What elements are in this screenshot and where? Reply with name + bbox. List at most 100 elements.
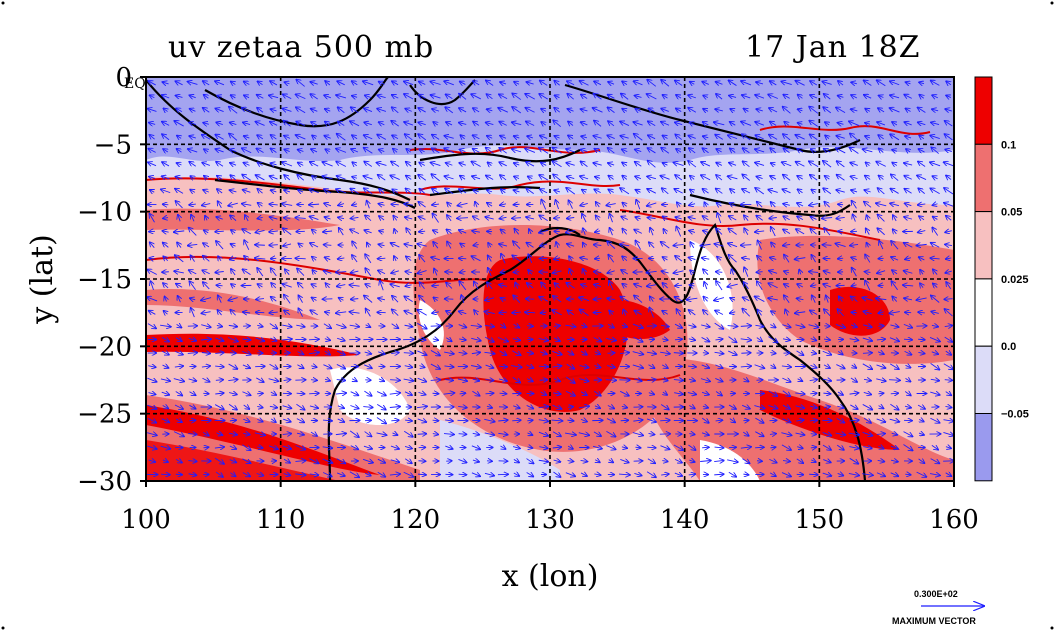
wind-vector bbox=[364, 108, 373, 111]
wind-vector bbox=[352, 135, 358, 139]
wind-vector bbox=[541, 122, 546, 125]
wind-vector bbox=[836, 217, 845, 218]
wind-vector bbox=[688, 161, 697, 168]
wind-vector bbox=[257, 393, 263, 394]
wind-vector bbox=[742, 175, 750, 181]
wind-vector bbox=[824, 202, 830, 208]
wind-vector bbox=[716, 175, 723, 181]
wind-vector bbox=[257, 95, 264, 98]
wind-vector bbox=[486, 80, 494, 86]
wind-vector bbox=[217, 189, 223, 193]
wind-vector bbox=[932, 227, 939, 236]
wind-vector bbox=[663, 216, 668, 219]
wind-vector bbox=[283, 94, 292, 100]
wind-vector bbox=[838, 258, 844, 259]
wind-vector bbox=[296, 107, 306, 114]
wind-vector bbox=[351, 107, 359, 114]
wind-vector bbox=[690, 176, 694, 180]
wind-vector bbox=[744, 109, 749, 112]
wind-vector bbox=[486, 175, 494, 179]
wind-vector bbox=[539, 175, 549, 181]
wind-vector bbox=[364, 135, 373, 139]
wind-vector bbox=[567, 407, 573, 408]
wind-vector bbox=[525, 94, 535, 100]
wind-vector bbox=[809, 107, 819, 114]
wind-vector bbox=[257, 162, 262, 165]
wind-vector bbox=[498, 108, 508, 113]
wind-vector bbox=[798, 109, 803, 111]
wind-vector bbox=[242, 175, 252, 181]
wind-vector bbox=[811, 149, 817, 152]
wind-vector bbox=[730, 189, 736, 193]
wind-vector bbox=[189, 122, 197, 124]
wind-vector bbox=[471, 94, 482, 100]
wind-vector bbox=[215, 380, 223, 381]
wind-vector bbox=[404, 122, 414, 125]
wind-vector bbox=[228, 203, 238, 206]
wind-vector bbox=[350, 189, 359, 194]
wind-vector bbox=[634, 134, 643, 141]
wind-vector bbox=[809, 204, 818, 206]
wind-vector bbox=[851, 95, 858, 98]
wind-vector bbox=[295, 258, 306, 259]
wind-vector bbox=[256, 149, 264, 153]
wind-vector bbox=[541, 200, 547, 210]
wind-vector bbox=[473, 245, 479, 246]
wind-vector bbox=[514, 229, 518, 235]
colorbar-level-label: 0.1 bbox=[1001, 139, 1016, 151]
wind-vector bbox=[459, 189, 467, 193]
wind-vector bbox=[755, 163, 765, 166]
wind-vector bbox=[540, 81, 548, 86]
wind-vector bbox=[431, 174, 440, 182]
wind-vector bbox=[810, 134, 818, 140]
wind-vector bbox=[932, 109, 939, 111]
wind-vector bbox=[755, 95, 765, 98]
wind-vector bbox=[609, 214, 612, 223]
wind-vector bbox=[257, 108, 264, 112]
wind-vector bbox=[215, 149, 224, 152]
wind-vector bbox=[647, 218, 656, 219]
wind-vector bbox=[716, 149, 722, 152]
wind-vector bbox=[622, 176, 627, 180]
wind-vector bbox=[444, 176, 454, 179]
wind-vector bbox=[311, 109, 318, 112]
wind-vector bbox=[322, 176, 333, 179]
wind-vector bbox=[526, 82, 534, 84]
wind-vector bbox=[242, 148, 252, 154]
wind-vector bbox=[768, 94, 778, 99]
wind-vector bbox=[488, 162, 492, 165]
wind-vector bbox=[756, 380, 763, 381]
wind-vector bbox=[432, 213, 439, 223]
wind-vector bbox=[741, 122, 752, 126]
wind-vector bbox=[635, 176, 642, 178]
wind-vector bbox=[594, 121, 602, 127]
wind-vector bbox=[243, 190, 251, 193]
wind-vector bbox=[271, 190, 277, 192]
wind-vector bbox=[475, 202, 477, 208]
x-tick-label: 140 bbox=[660, 505, 710, 535]
wind-vector bbox=[189, 420, 195, 421]
wind-vector bbox=[647, 80, 657, 87]
wind-vector bbox=[298, 243, 302, 246]
wind-vector bbox=[904, 95, 912, 99]
wind-vector bbox=[367, 243, 369, 248]
wind-vector bbox=[904, 176, 912, 180]
wind-vector bbox=[215, 81, 225, 85]
wind-vector bbox=[660, 176, 670, 180]
wind-vector bbox=[798, 123, 803, 125]
wind-vector bbox=[635, 217, 641, 219]
wind-vector bbox=[216, 241, 224, 250]
wind-vector bbox=[351, 149, 359, 152]
wind-vector bbox=[162, 95, 170, 98]
wind-vector bbox=[906, 149, 910, 152]
wind-vector bbox=[795, 135, 805, 140]
wind-vector bbox=[297, 175, 305, 181]
wind-vector bbox=[432, 420, 439, 421]
wind-vector bbox=[336, 149, 347, 153]
wind-vector bbox=[675, 80, 683, 86]
wind-vector bbox=[742, 189, 751, 193]
wind-vector bbox=[269, 95, 279, 97]
wind-vector bbox=[406, 162, 412, 166]
wind-vector bbox=[311, 149, 318, 152]
wind-vector bbox=[877, 228, 885, 236]
